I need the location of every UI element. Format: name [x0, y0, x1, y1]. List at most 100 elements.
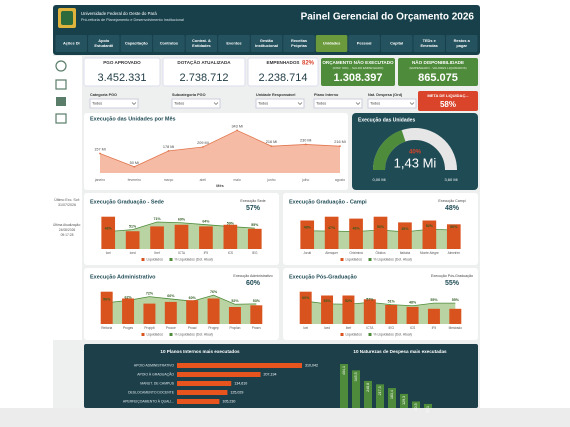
filter-dropdown[interactable] [313, 98, 363, 109]
pct-label: 55% [452, 298, 460, 302]
nav-tab[interactable] [185, 35, 218, 52]
pct-label: 53% [253, 299, 261, 303]
bar [186, 300, 199, 324]
kpi-value: 55% [445, 280, 460, 287]
x-tick-label: Itaituba [400, 251, 411, 255]
nav-tab[interactable] [88, 35, 120, 52]
x-tick-label: junho [266, 178, 275, 182]
bar-label: 37,1 [426, 406, 430, 413]
x-tick-label: Monte Alegre [420, 251, 439, 255]
nav-tab[interactable] [380, 35, 413, 52]
chart-title: 10 Naturezas de Despesa mais executadas [353, 349, 447, 354]
chart-title: Execução Graduação - Sede [90, 199, 164, 205]
kpi-card [83, 57, 161, 87]
nav-tab-label: Unidades [323, 41, 341, 46]
pct-label: 48% [409, 301, 417, 305]
filter-dropdown[interactable] [367, 98, 417, 109]
bar [427, 308, 440, 324]
x-tick-label: Almeirim [448, 251, 461, 255]
x-tick-label: Proplan [229, 326, 240, 330]
y-tick-label: APOIO ADMINISTRATIVO [134, 363, 174, 367]
legend-swatch [169, 333, 173, 336]
filter-dropdown[interactable] [89, 98, 139, 109]
bar [199, 226, 213, 249]
bar [352, 370, 360, 408]
org-name: Universidade Federal do Oeste do Pará [81, 11, 157, 16]
nav-tab[interactable] [445, 35, 478, 52]
x-tick-label: fevereiro [128, 178, 141, 182]
bar [150, 226, 164, 249]
nav-tab[interactable] [120, 35, 153, 52]
page-title: Painel Gerencial do Orçamento 2026 [301, 12, 475, 23]
filter-value: Todos [92, 102, 102, 106]
kpi-card [321, 58, 395, 86]
gauge-panel [352, 113, 478, 190]
bar [363, 299, 376, 324]
pct-label: 55% [430, 298, 438, 302]
meta-value: 58% [440, 100, 456, 109]
kpi-value: 57% [246, 205, 261, 212]
pct-label: 46% [352, 226, 360, 230]
y-tick-label: MANUT. DE CAMPUS [140, 381, 174, 385]
report-icon[interactable] [55, 113, 67, 124]
point-label: 209 Mi [197, 141, 209, 145]
bar [373, 216, 388, 249]
pct-label: 72% [146, 292, 154, 296]
pct-label: 53% [323, 299, 331, 303]
legend-swatch [141, 333, 145, 336]
bar [125, 231, 140, 249]
x-tick-label: Progep [208, 326, 219, 330]
bar [228, 307, 241, 324]
kpi-value: 60% [246, 280, 261, 287]
nav-tab[interactable] [55, 35, 88, 52]
pct-label: 64% [202, 220, 210, 224]
x-tick-label: ICTA [366, 326, 374, 330]
chart-title: Execução Pós-Graduação [289, 274, 358, 280]
nav-tab[interactable] [413, 35, 445, 52]
pct-label: 57% [366, 297, 374, 301]
nav-tab-label: Apoio Estudantil [94, 38, 113, 48]
filter-value: Todos [370, 102, 380, 106]
bar [100, 291, 113, 324]
chart-icon[interactable] [56, 97, 66, 106]
bar [385, 305, 398, 324]
filter-dropdown[interactable] [255, 98, 305, 109]
pct-label: 66% [167, 294, 175, 298]
nav-tab[interactable] [153, 35, 185, 52]
kpi-label: Execução Administrativo [233, 274, 272, 278]
point [133, 165, 136, 168]
bar [174, 224, 189, 249]
nav-tab[interactable] [218, 35, 250, 52]
bar [412, 401, 420, 408]
filter-label: Nat. Despesa (Ord) [368, 93, 403, 97]
x-tick-label: Proad [188, 326, 197, 330]
meta-box [418, 91, 478, 111]
x-tick-label: julho [301, 178, 309, 182]
meta-label: META DE LIQUIDAÇ... [427, 93, 468, 98]
bar [388, 388, 396, 408]
bar-label: 310,042 [305, 363, 318, 367]
pct-label: 71% [153, 217, 161, 221]
nav-tab[interactable] [250, 35, 283, 52]
point [167, 149, 170, 152]
bar [406, 306, 419, 324]
bar [422, 220, 437, 249]
home-icon[interactable] [55, 60, 67, 72]
filter-dropdown[interactable] [171, 98, 221, 109]
filter-value: Todos [174, 102, 184, 106]
kpi-label: NÃO DISPONIBILIDADE [412, 59, 464, 65]
x-tick-label: Proges [123, 326, 134, 330]
bar [340, 364, 348, 408]
x-tick-label: IEG [252, 251, 258, 255]
nav-tab[interactable] [283, 35, 315, 52]
point-label: 50 Mi [130, 161, 139, 165]
pct-label: 51% [129, 225, 137, 229]
bar [446, 224, 461, 249]
x-tick-label: Alenquer [325, 251, 339, 255]
nav-tab[interactable] [348, 35, 380, 52]
table-icon[interactable] [55, 79, 67, 90]
x-tick-label: Juruti [303, 251, 311, 255]
chart-title: 10 Planos Internos mais executados [160, 349, 240, 354]
filter-label: Categoria PGO [90, 93, 117, 97]
nav-tab[interactable] [315, 35, 348, 52]
